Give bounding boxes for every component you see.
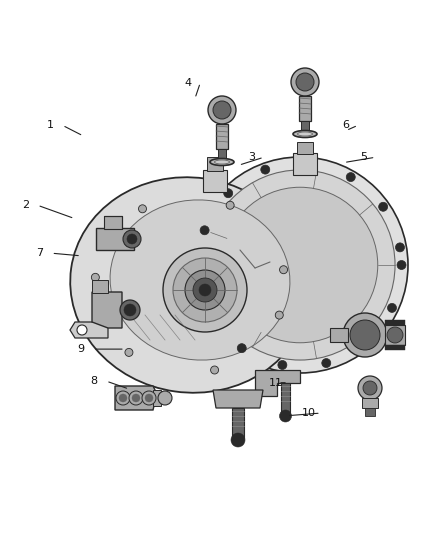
Circle shape [237, 344, 246, 353]
Circle shape [208, 96, 236, 124]
Circle shape [120, 300, 140, 320]
Polygon shape [385, 345, 405, 350]
Circle shape [396, 243, 404, 252]
Circle shape [199, 284, 211, 296]
Bar [96, 228, 134, 250]
Bar [92, 280, 108, 293]
Circle shape [222, 187, 378, 343]
Circle shape [127, 234, 137, 244]
Circle shape [158, 391, 172, 405]
Bar [330, 328, 348, 342]
Ellipse shape [215, 160, 230, 164]
Text: 5: 5 [360, 152, 367, 162]
Text: 10: 10 [302, 408, 316, 418]
Circle shape [387, 327, 403, 343]
Bar [301, 121, 309, 131]
Circle shape [132, 394, 140, 402]
Bar [385, 325, 405, 345]
Polygon shape [213, 390, 263, 408]
Bar [216, 124, 228, 149]
Ellipse shape [210, 158, 234, 166]
Circle shape [213, 101, 231, 119]
Polygon shape [115, 386, 157, 410]
Text: 9: 9 [78, 344, 85, 354]
Ellipse shape [297, 132, 312, 136]
Bar [293, 153, 317, 175]
Circle shape [278, 360, 287, 369]
Polygon shape [385, 320, 405, 325]
Circle shape [211, 366, 219, 374]
Text: 11: 11 [269, 378, 283, 387]
Bar [281, 383, 290, 413]
Text: 8: 8 [91, 376, 98, 386]
Circle shape [346, 173, 355, 182]
Circle shape [173, 258, 237, 322]
Ellipse shape [70, 177, 310, 393]
Circle shape [279, 266, 288, 274]
Circle shape [379, 202, 388, 211]
Circle shape [185, 270, 225, 310]
Circle shape [291, 68, 319, 96]
Circle shape [200, 226, 209, 235]
Ellipse shape [110, 200, 290, 360]
Polygon shape [70, 322, 108, 338]
Bar [153, 390, 161, 406]
Circle shape [119, 394, 127, 402]
Text: 4: 4 [185, 78, 192, 87]
Polygon shape [92, 292, 122, 328]
Circle shape [261, 165, 270, 174]
Circle shape [350, 320, 380, 350]
Bar [207, 157, 223, 171]
Circle shape [193, 278, 217, 302]
Circle shape [231, 433, 245, 447]
Bar [104, 216, 122, 229]
Circle shape [129, 391, 143, 405]
Circle shape [77, 325, 87, 335]
Bar [299, 96, 311, 121]
Circle shape [192, 157, 408, 373]
Bar [362, 398, 378, 408]
Circle shape [361, 338, 370, 348]
Circle shape [125, 349, 133, 357]
Ellipse shape [293, 131, 317, 138]
Bar [218, 149, 226, 159]
Bar [232, 408, 244, 438]
Circle shape [208, 311, 216, 320]
Circle shape [275, 311, 283, 319]
Circle shape [304, 159, 313, 168]
Circle shape [124, 304, 136, 316]
Bar [365, 408, 375, 416]
Circle shape [279, 410, 292, 422]
Bar [203, 170, 227, 192]
Circle shape [123, 230, 141, 248]
Circle shape [226, 201, 234, 209]
Circle shape [358, 376, 382, 400]
Text: 3: 3 [248, 152, 255, 162]
Text: 1: 1 [47, 120, 54, 130]
Text: 2: 2 [22, 200, 29, 210]
Circle shape [296, 73, 314, 91]
Text: 7: 7 [36, 248, 43, 258]
Circle shape [205, 170, 395, 360]
Circle shape [142, 391, 156, 405]
Polygon shape [255, 370, 300, 396]
Circle shape [363, 381, 377, 395]
Circle shape [92, 273, 99, 281]
Bar [297, 142, 313, 154]
Text: 6: 6 [343, 120, 350, 130]
Circle shape [138, 205, 146, 213]
Circle shape [194, 269, 203, 278]
Circle shape [322, 359, 331, 368]
Circle shape [388, 303, 396, 312]
Circle shape [116, 391, 130, 405]
Circle shape [224, 189, 233, 198]
Circle shape [145, 394, 153, 402]
Circle shape [163, 248, 247, 332]
Circle shape [343, 313, 387, 357]
Circle shape [397, 261, 406, 270]
